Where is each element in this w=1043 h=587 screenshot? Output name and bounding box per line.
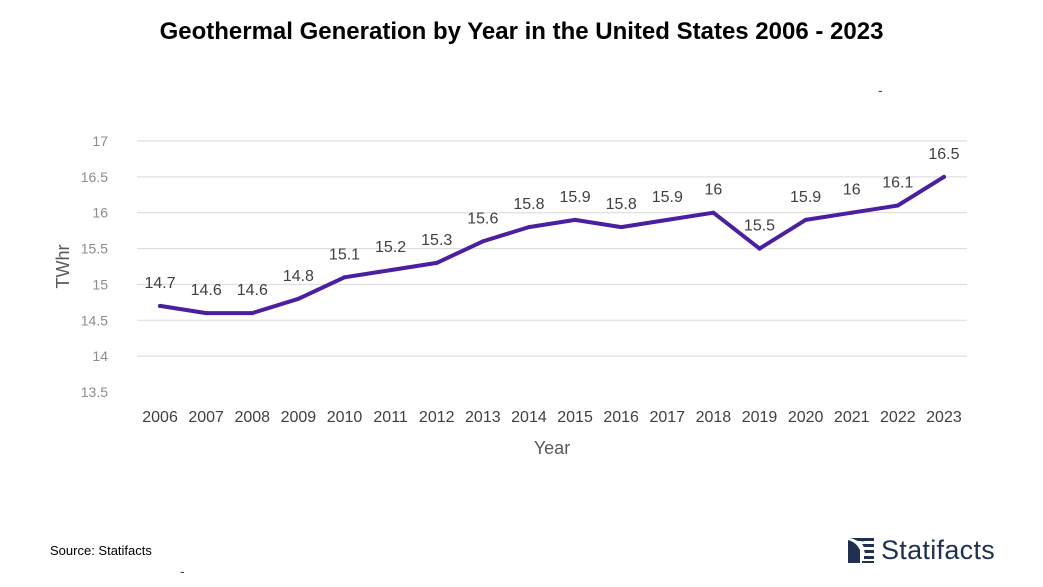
data-label: 15.9: [559, 189, 590, 206]
data-label: 14.6: [237, 282, 268, 299]
x-tick-label: 2007: [188, 409, 224, 426]
data-label: 16: [843, 182, 861, 199]
data-label: 14.8: [283, 268, 314, 285]
chart-title: Geothermal Generation by Year in the Uni…: [159, 18, 884, 45]
x-tick-label: 2023: [926, 409, 962, 426]
data-label: 16: [704, 182, 722, 199]
data-point: [526, 225, 531, 230]
data-point: [849, 210, 854, 215]
y-axis-title: TWhr: [53, 245, 73, 289]
data-point: [342, 275, 347, 280]
data-point: [665, 217, 670, 222]
data-labels: 14.7 14.6 14.6 14.8 15.1 15.2 15.3 15.6 15.8 15.9…: [144, 146, 959, 299]
x-axis-title: Year: [534, 438, 570, 458]
x-tick-label: 2017: [649, 409, 685, 426]
x-tick-label: 2009: [281, 409, 317, 426]
data-point: [711, 210, 716, 215]
brand-logo: Statifacts: [846, 533, 995, 567]
series-line: [158, 174, 946, 316]
x-tick-label: 2013: [465, 409, 501, 426]
stray-mark-top: -: [878, 82, 883, 98]
data-point: [158, 303, 163, 308]
y-tick-label: 14: [92, 348, 108, 364]
x-tick-label: 2011: [373, 409, 408, 426]
x-tick-label: 2018: [696, 409, 732, 426]
data-label: 16.5: [928, 146, 959, 163]
x-tick-label: 2012: [419, 409, 455, 426]
x-tick-label: 2006: [142, 409, 178, 426]
data-label: 15.6: [467, 210, 498, 227]
x-tick-label: 2020: [788, 409, 824, 426]
y-tick-label: 15.5: [81, 241, 108, 257]
data-point: [573, 217, 578, 222]
data-label: 15.1: [329, 246, 360, 263]
gridlines: [137, 140, 967, 357]
data-point: [434, 260, 439, 265]
y-axis-ticks: 13.5 14 14.5 15 15.5 16 16.5 17: [81, 133, 108, 400]
statifacts-logo-icon: [848, 538, 874, 563]
x-tick-label: 2008: [234, 409, 270, 426]
data-point: [296, 296, 301, 301]
x-tick-label: 2010: [327, 409, 363, 426]
data-label: 15.5: [744, 218, 775, 235]
series-lines: [158, 174, 946, 316]
x-tick-label: 2021: [834, 409, 870, 426]
x-tick-label: 2016: [603, 409, 639, 426]
data-point: [388, 268, 393, 273]
data-point: [250, 311, 255, 316]
data-point: [204, 311, 209, 316]
x-axis-ticks: 2006 2007 2008 2009 2010 2011 2012 2013 2014 2015…: [142, 409, 962, 426]
data-label: 14.6: [191, 282, 222, 299]
data-label: 15.9: [652, 189, 683, 206]
data-label: 15.3: [421, 232, 452, 249]
x-tick-label: 2019: [742, 409, 778, 426]
data-label: 14.7: [144, 275, 175, 292]
data-point: [757, 246, 762, 251]
y-tick-label: 14.5: [81, 312, 108, 328]
y-tick-label: 17: [92, 133, 108, 149]
data-point: [895, 203, 900, 208]
data-point: [480, 239, 485, 244]
source-note: Source: Statifacts: [50, 543, 152, 558]
y-tick-label: 13.5: [81, 384, 108, 400]
data-point: [941, 174, 946, 179]
x-tick-label: 2022: [880, 409, 916, 426]
data-label: 15.9: [790, 189, 821, 206]
brand-name: Statifacts: [881, 534, 996, 565]
y-tick-label: 15: [92, 276, 108, 292]
data-point: [803, 217, 808, 222]
data-label: 15.8: [606, 196, 637, 213]
stray-mark-bottom: -: [180, 563, 185, 579]
x-tick-label: 2014: [511, 409, 547, 426]
y-tick-label: 16: [92, 205, 108, 221]
data-point: [619, 225, 624, 230]
y-tick-label: 16.5: [81, 169, 108, 185]
data-label: 15.2: [375, 239, 406, 256]
data-label: 15.8: [513, 196, 544, 213]
data-label: 16.1: [882, 175, 913, 192]
x-tick-label: 2015: [557, 409, 593, 426]
